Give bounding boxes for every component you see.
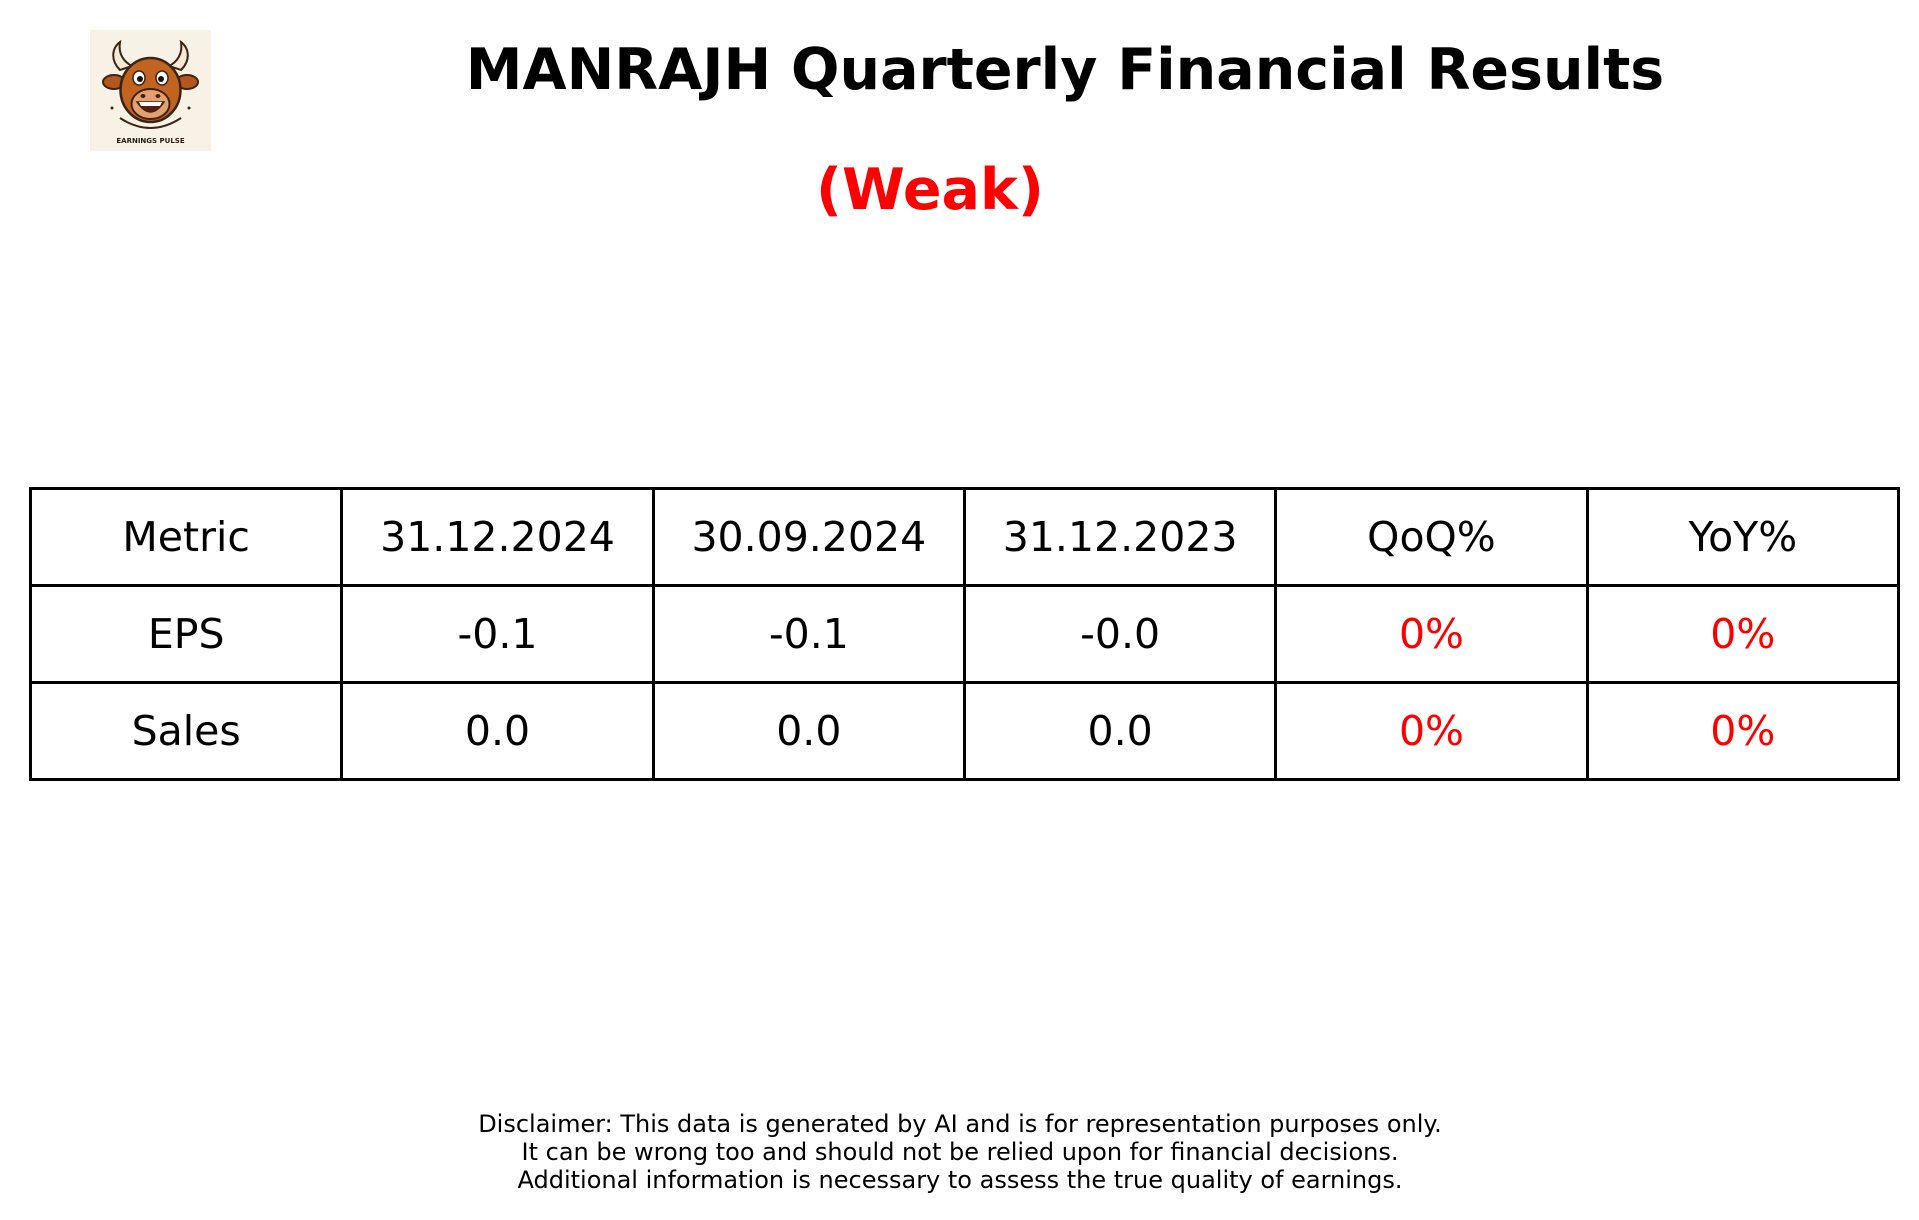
cell-metric: EPS bbox=[28, 584, 344, 684]
earnings-pulse-logo: EARNINGS PULSE bbox=[90, 30, 211, 151]
cell-value: -0.1 bbox=[651, 584, 966, 684]
header-previous-quarter: 30.09.2024 bbox=[651, 487, 966, 587]
disclaimer-line: Disclaimer: This data is generated by AI… bbox=[478, 1110, 1442, 1138]
logo-caption: EARNINGS PULSE bbox=[116, 137, 184, 145]
header-qoq: QoQ% bbox=[1274, 487, 1589, 587]
cell-value: -0.0 bbox=[962, 584, 1278, 684]
disclaimer: Disclaimer: This data is generated by AI… bbox=[360, 1110, 1560, 1194]
table-header-row: Metric 31.12.2024 30.09.2024 31.12.2023 … bbox=[28, 487, 1901, 587]
disclaimer-line: It can be wrong too and should not be re… bbox=[521, 1138, 1399, 1166]
cell-value: 0.0 bbox=[340, 681, 655, 781]
header-year-ago-quarter: 31.12.2023 bbox=[962, 487, 1278, 587]
results-table: Metric 31.12.2024 30.09.2024 31.12.2023 … bbox=[28, 487, 1901, 781]
cell-yoy: 0% bbox=[1585, 584, 1901, 684]
rating-label: (Weak) bbox=[816, 157, 1044, 223]
cell-value: -0.1 bbox=[340, 584, 655, 684]
cell-metric: Sales bbox=[28, 681, 344, 781]
cell-value: 0.0 bbox=[962, 681, 1278, 781]
cell-qoq: 0% bbox=[1274, 584, 1589, 684]
header-current-quarter: 31.12.2024 bbox=[340, 487, 655, 587]
table-row-sales: Sales 0.0 0.0 0.0 0% 0% bbox=[28, 681, 1901, 781]
header-yoy: YoY% bbox=[1585, 487, 1901, 587]
cell-value: 0.0 bbox=[651, 681, 966, 781]
cell-qoq: 0% bbox=[1274, 681, 1589, 781]
header-metric: Metric bbox=[28, 487, 344, 587]
bull-mascot-icon: EARNINGS PULSE bbox=[102, 39, 199, 145]
table-row-eps: EPS -0.1 -0.1 -0.0 0% 0% bbox=[28, 584, 1901, 684]
page-title: MANRAJH Quarterly Financial Results bbox=[465, 37, 1665, 103]
cell-yoy: 0% bbox=[1585, 681, 1901, 781]
disclaimer-line: Additional information is necessary to a… bbox=[517, 1166, 1403, 1194]
